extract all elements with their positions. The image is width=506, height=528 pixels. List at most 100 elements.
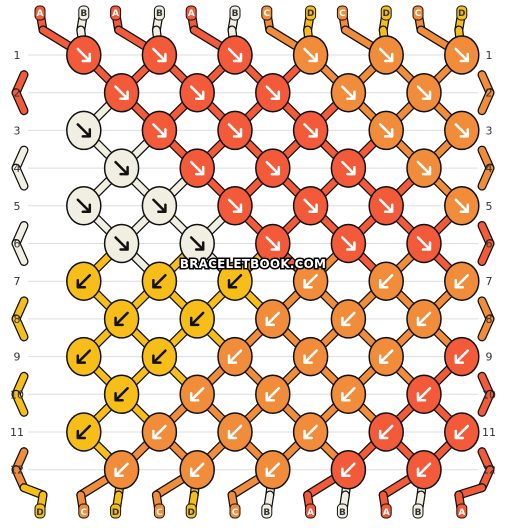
bottom-strand-label: D [110,503,122,519]
backward-knot-arrow-icon [416,311,432,327]
knot [292,261,329,301]
forward-knot-arrow-icon [341,236,356,251]
strand-letter: B [156,9,163,19]
forward-knot-arrow-icon [114,236,129,251]
knot [103,72,140,113]
strand-letter: A [307,508,314,518]
knot [217,110,253,151]
top-strand-label: A [110,5,122,21]
strand-end-cap [336,5,348,21]
strand-letter: A [458,508,465,518]
forward-knot-arrow-icon [454,123,470,138]
knot [217,35,253,75]
knot [368,261,404,301]
row-label-right: 12 [482,464,496,477]
row-label-left: 4 [14,162,21,175]
strand-end-cap [185,503,197,519]
knot [255,148,291,188]
knot [330,449,367,490]
row-label-left: 11 [10,426,24,439]
row-label-left: 10 [10,388,24,401]
forward-knot-arrow-icon [303,123,318,138]
forward-knot-arrow-icon [378,198,394,214]
strand-letter: C [415,9,422,19]
knot [217,261,253,301]
strand-end-cap [380,5,392,21]
knot [292,110,329,151]
row-label-right: 9 [486,351,493,364]
knot [444,412,480,452]
knot [103,299,140,339]
forward-knot-arrow-icon [265,85,281,100]
knot [292,186,329,226]
backward-knot-arrow-icon [227,273,243,289]
forward-knot-arrow-icon [189,236,205,251]
row-label-left: 5 [14,200,21,213]
top-strand-label: A [34,5,46,21]
knot [292,336,329,377]
forward-knot-arrow-icon [227,47,243,63]
row-label-right: 4 [486,162,493,175]
strand-segment [12,164,28,190]
knot [330,374,367,415]
strand-end-cap [78,503,90,519]
strand-letter: B [339,508,346,518]
strand-end-cap [229,5,241,21]
forward-knot-arrow-icon [189,85,205,100]
strand-letter: C [80,508,87,518]
strand-end-cap [305,503,317,519]
forward-knot-arrow-icon [152,123,167,138]
knot [141,186,178,226]
strand-end-cap [261,503,273,519]
strand-letter: B [80,9,87,19]
knot [66,186,102,226]
backward-knot-arrow-icon [152,349,167,364]
strand-segment [478,164,494,190]
knot [368,110,404,151]
bottom-strand-label: C [78,503,90,519]
top-strand-label: C [336,5,348,21]
strand-letter: D [307,9,314,19]
knot [406,72,442,113]
strand-letter: C [156,508,163,518]
backward-knot-arrow-icon [378,273,394,289]
strand-end-cap [412,5,424,21]
strand-letter: D [187,508,194,518]
knot [66,35,102,75]
forward-knot-arrow-icon [416,85,432,100]
knot [406,374,442,415]
strand-letter: B [263,508,270,518]
row-label-right: 2 [486,87,493,100]
row-label-right: 11 [482,426,496,439]
bottom-strand-label: A [456,503,468,519]
forward-knot-arrow-icon [76,198,92,214]
backward-knot-arrow-icon [152,273,167,289]
top-strand-label: B [229,5,241,21]
top-strand-label: D [380,5,392,21]
row-label-right: 5 [486,200,493,213]
backward-knot-arrow-icon [152,424,167,440]
forward-knot-arrow-icon [378,47,394,63]
backward-knot-arrow-icon [303,273,318,289]
knot [330,223,367,264]
knot [141,110,178,151]
strand-end-cap [34,5,46,21]
row-label-left: 6 [14,238,21,251]
backward-knot-arrow-icon [454,273,470,289]
backward-knot-arrow-icon [416,462,432,477]
backward-knot-arrow-icon [378,349,394,364]
forward-knot-arrow-icon [114,160,129,176]
knot [66,261,102,301]
backward-knot-arrow-icon [454,349,470,364]
row-label-left: 12 [10,464,24,477]
top-strand-label: A [185,5,197,21]
bottom-strand-label: B [261,503,273,519]
forward-knot-arrow-icon [303,198,318,214]
strand-letter: D [382,9,389,19]
knot [406,223,442,264]
strand-segment [12,89,28,114]
strand-letter: A [188,9,195,19]
strand-letter: D [458,9,465,19]
backward-knot-arrow-icon [227,424,243,440]
strand-segment [478,315,494,341]
